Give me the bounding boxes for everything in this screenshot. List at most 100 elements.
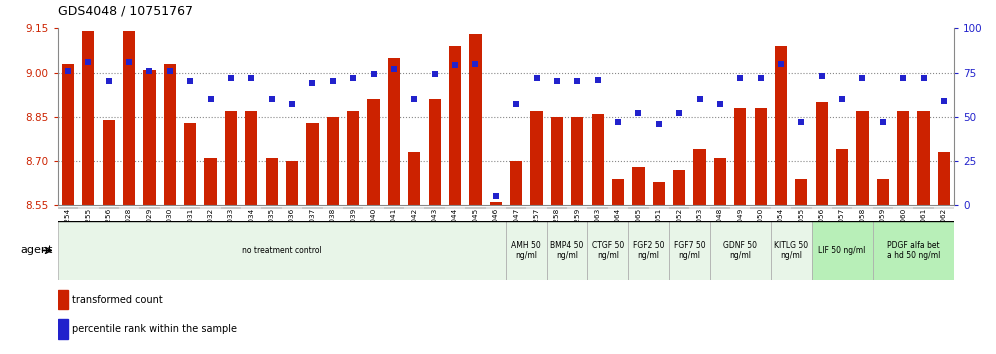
Bar: [62, 64, 74, 205]
Point: [182, 79, 198, 84]
Bar: [836, 149, 849, 205]
Bar: [791, 207, 812, 209]
Text: agent: agent: [20, 245, 53, 256]
Bar: [490, 202, 502, 205]
Bar: [938, 152, 950, 205]
Point: [325, 79, 341, 84]
Point: [570, 79, 586, 84]
Point: [101, 79, 117, 84]
Bar: [486, 207, 506, 209]
Bar: [710, 221, 771, 280]
Bar: [755, 108, 767, 205]
Text: GDNF 50
ng/ml: GDNF 50 ng/ml: [723, 241, 757, 260]
Bar: [266, 158, 278, 205]
Text: percentile rank within the sample: percentile rank within the sample: [72, 324, 237, 334]
Bar: [652, 182, 665, 205]
Bar: [200, 207, 221, 209]
Bar: [592, 114, 604, 205]
Bar: [812, 207, 832, 209]
Bar: [531, 111, 543, 205]
Text: KITLG 50
ng/ml: KITLG 50 ng/ml: [774, 241, 808, 260]
Bar: [58, 319, 68, 339]
Text: LIF 50 ng/ml: LIF 50 ng/ml: [819, 246, 866, 255]
Point: [529, 75, 545, 81]
Bar: [99, 207, 119, 209]
Bar: [853, 207, 872, 209]
Point: [386, 66, 402, 72]
Bar: [588, 207, 608, 209]
Bar: [119, 207, 139, 209]
Bar: [934, 207, 954, 209]
Bar: [693, 149, 705, 205]
Bar: [58, 221, 506, 280]
Bar: [180, 207, 200, 209]
Point: [630, 110, 646, 116]
Bar: [632, 167, 644, 205]
Bar: [469, 34, 481, 205]
Bar: [343, 207, 364, 209]
Point: [732, 75, 748, 81]
Point: [611, 119, 626, 125]
Point: [814, 73, 830, 79]
Text: AMH 50
ng/ml: AMH 50 ng/ml: [512, 241, 541, 260]
Bar: [506, 221, 547, 280]
Point: [712, 102, 728, 107]
Point: [426, 72, 442, 77]
Text: GDS4048 / 10751767: GDS4048 / 10751767: [58, 5, 193, 18]
Point: [467, 61, 483, 67]
Bar: [449, 46, 461, 205]
Bar: [547, 207, 567, 209]
Bar: [872, 207, 893, 209]
Bar: [551, 117, 563, 205]
Point: [264, 96, 280, 102]
Bar: [204, 158, 217, 205]
Bar: [221, 207, 241, 209]
Bar: [510, 161, 522, 205]
Bar: [368, 99, 379, 205]
Bar: [547, 221, 588, 280]
Point: [753, 75, 769, 81]
Point: [549, 79, 565, 84]
Bar: [795, 179, 808, 205]
Bar: [734, 108, 746, 205]
Bar: [714, 158, 726, 205]
Bar: [428, 99, 441, 205]
Bar: [383, 207, 404, 209]
Text: transformed count: transformed count: [72, 295, 163, 305]
Bar: [465, 207, 486, 209]
Bar: [567, 207, 588, 209]
Bar: [163, 64, 176, 205]
Point: [773, 61, 789, 67]
Bar: [506, 207, 526, 209]
Text: FGF7 50
ng/ml: FGF7 50 ng/ml: [673, 241, 705, 260]
Bar: [771, 207, 791, 209]
Bar: [241, 207, 262, 209]
Bar: [571, 117, 584, 205]
Point: [794, 119, 810, 125]
Bar: [917, 111, 929, 205]
Bar: [628, 207, 648, 209]
Bar: [286, 161, 298, 205]
Bar: [184, 123, 196, 205]
Bar: [83, 31, 95, 205]
Point: [488, 194, 504, 199]
Bar: [876, 179, 889, 205]
Bar: [58, 290, 68, 309]
Bar: [387, 58, 400, 205]
Bar: [771, 221, 812, 280]
Bar: [608, 207, 628, 209]
Bar: [832, 207, 853, 209]
Text: CTGF 50
ng/ml: CTGF 50 ng/ml: [592, 241, 623, 260]
Bar: [58, 207, 78, 209]
Bar: [812, 221, 872, 280]
Bar: [139, 207, 159, 209]
Bar: [730, 207, 750, 209]
Bar: [364, 207, 383, 209]
Point: [874, 119, 890, 125]
Bar: [307, 123, 319, 205]
Bar: [673, 170, 685, 205]
Point: [835, 96, 851, 102]
Bar: [404, 207, 424, 209]
Bar: [872, 221, 954, 280]
Point: [305, 80, 321, 86]
